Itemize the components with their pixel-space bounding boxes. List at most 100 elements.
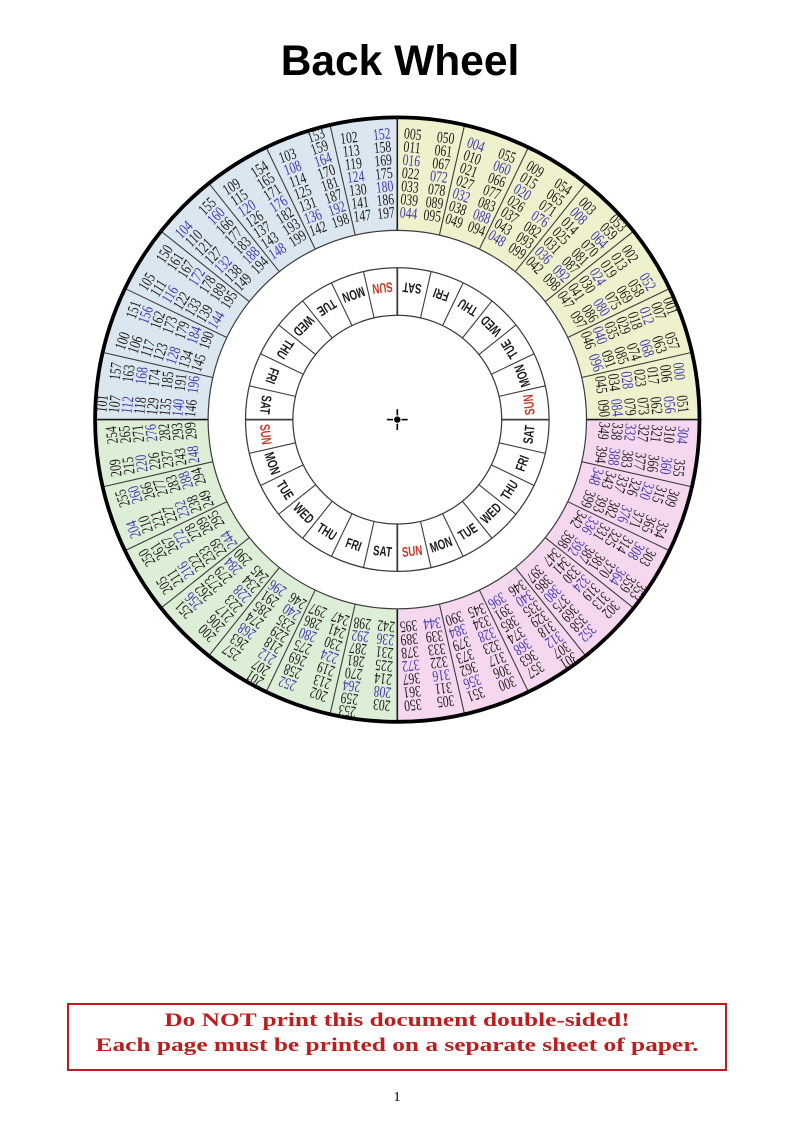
svg-text:355: 355	[668, 458, 687, 477]
svg-text:000: 000	[668, 362, 687, 381]
svg-text:120: 120	[235, 197, 259, 221]
svg-text:219: 219	[315, 657, 337, 679]
svg-text:343: 343	[597, 469, 619, 491]
svg-text:151: 151	[123, 299, 145, 321]
svg-text:373: 373	[454, 644, 476, 666]
svg-text:199: 199	[286, 227, 310, 251]
svg-text:007: 007	[647, 300, 669, 322]
svg-text:385: 385	[497, 611, 521, 635]
svg-text:321: 321	[646, 424, 665, 443]
svg-text:033: 033	[400, 178, 419, 197]
svg-text:220: 220	[133, 454, 152, 473]
svg-text:133: 133	[182, 296, 206, 320]
svg-text:MON: MON	[261, 450, 284, 477]
svg-text:376: 376	[613, 503, 635, 525]
svg-text:278: 278	[182, 519, 206, 543]
svg-text:367: 367	[402, 668, 421, 687]
svg-text:318: 318	[534, 617, 558, 641]
svg-text:388: 388	[604, 447, 623, 466]
svg-text:190: 190	[196, 329, 218, 351]
svg-text:229: 229	[268, 621, 292, 645]
svg-text:140: 140	[170, 398, 189, 417]
svg-text:052: 052	[635, 270, 659, 294]
svg-text:168: 168	[133, 366, 152, 385]
svg-text:027: 027	[454, 173, 476, 195]
svg-text:055: 055	[496, 146, 518, 168]
svg-text:350: 350	[403, 694, 422, 713]
svg-text:169: 169	[374, 152, 393, 171]
svg-text:325: 325	[600, 526, 624, 550]
svg-text:093: 093	[512, 229, 536, 253]
svg-text:128: 128	[163, 345, 185, 367]
svg-text:370: 370	[594, 556, 618, 580]
svg-text:368: 368	[510, 634, 534, 658]
svg-text:THU: THU	[314, 520, 340, 544]
svg-text:225: 225	[374, 655, 393, 674]
svg-text:SAT: SAT	[256, 395, 274, 416]
svg-text:043: 043	[491, 216, 515, 240]
svg-text:144: 144	[205, 308, 229, 332]
svg-text:371: 371	[625, 508, 647, 530]
svg-text:176: 176	[267, 193, 291, 217]
svg-text:387: 387	[574, 542, 598, 566]
svg-text:032: 032	[450, 186, 472, 208]
svg-text:328: 328	[475, 623, 497, 645]
svg-text:109: 109	[220, 176, 244, 200]
svg-text:124: 124	[346, 168, 365, 187]
svg-text:360: 360	[655, 456, 674, 475]
svg-text:354: 354	[649, 518, 671, 540]
svg-text:049: 049	[443, 211, 465, 233]
svg-text:240: 240	[280, 599, 304, 623]
svg-text:363: 363	[516, 646, 540, 670]
svg-text:320: 320	[635, 480, 657, 502]
svg-text:193: 193	[280, 216, 304, 240]
svg-text:114: 114	[287, 170, 309, 192]
svg-text:076: 076	[528, 208, 552, 232]
svg-text:338: 338	[606, 422, 625, 441]
svg-text:088: 088	[470, 207, 492, 229]
svg-text:094: 094	[465, 219, 487, 241]
svg-text:189: 189	[207, 281, 231, 305]
svg-text:083: 083	[475, 194, 497, 216]
svg-text:289: 289	[194, 513, 218, 537]
svg-text:136: 136	[302, 207, 324, 229]
svg-text:265: 265	[117, 425, 136, 444]
svg-text:172: 172	[186, 265, 210, 289]
svg-text:366: 366	[642, 454, 661, 473]
svg-text:WED: WED	[477, 499, 505, 527]
svg-text:203: 203	[372, 694, 391, 713]
svg-text:287: 287	[349, 638, 368, 657]
svg-text:071: 071	[535, 197, 559, 221]
svg-text:327: 327	[633, 423, 652, 442]
svg-text:161: 161	[164, 250, 188, 274]
svg-text:349: 349	[593, 421, 612, 440]
svg-text:162: 162	[148, 309, 170, 331]
svg-text:099: 099	[505, 240, 529, 264]
svg-text:123: 123	[151, 341, 173, 363]
svg-text:090: 090	[593, 399, 612, 418]
svg-text:283: 283	[163, 472, 185, 494]
svg-text:201: 201	[243, 666, 267, 690]
svg-text:231: 231	[375, 642, 394, 661]
svg-text:101: 101	[94, 394, 113, 413]
svg-text:285: 285	[251, 597, 275, 621]
svg-text:266: 266	[138, 480, 160, 502]
svg-text:143: 143	[258, 229, 282, 253]
svg-text:238: 238	[184, 493, 206, 515]
svg-text:227: 227	[160, 503, 182, 525]
svg-text:192: 192	[326, 199, 348, 221]
svg-text:263: 263	[228, 629, 252, 653]
svg-text:197: 197	[376, 205, 395, 224]
svg-text:202: 202	[308, 682, 330, 704]
svg-text:080: 080	[589, 296, 613, 320]
svg-text:MON: MON	[511, 362, 534, 389]
svg-text:063: 063	[647, 334, 669, 356]
svg-text:106: 106	[125, 334, 147, 356]
svg-text:250: 250	[136, 545, 160, 569]
svg-text:298: 298	[353, 613, 372, 632]
svg-text:170: 170	[316, 162, 338, 184]
svg-text:222: 222	[186, 550, 210, 574]
svg-text:152: 152	[372, 126, 391, 145]
svg-text:115: 115	[228, 187, 252, 211]
svg-text:212: 212	[256, 644, 280, 668]
